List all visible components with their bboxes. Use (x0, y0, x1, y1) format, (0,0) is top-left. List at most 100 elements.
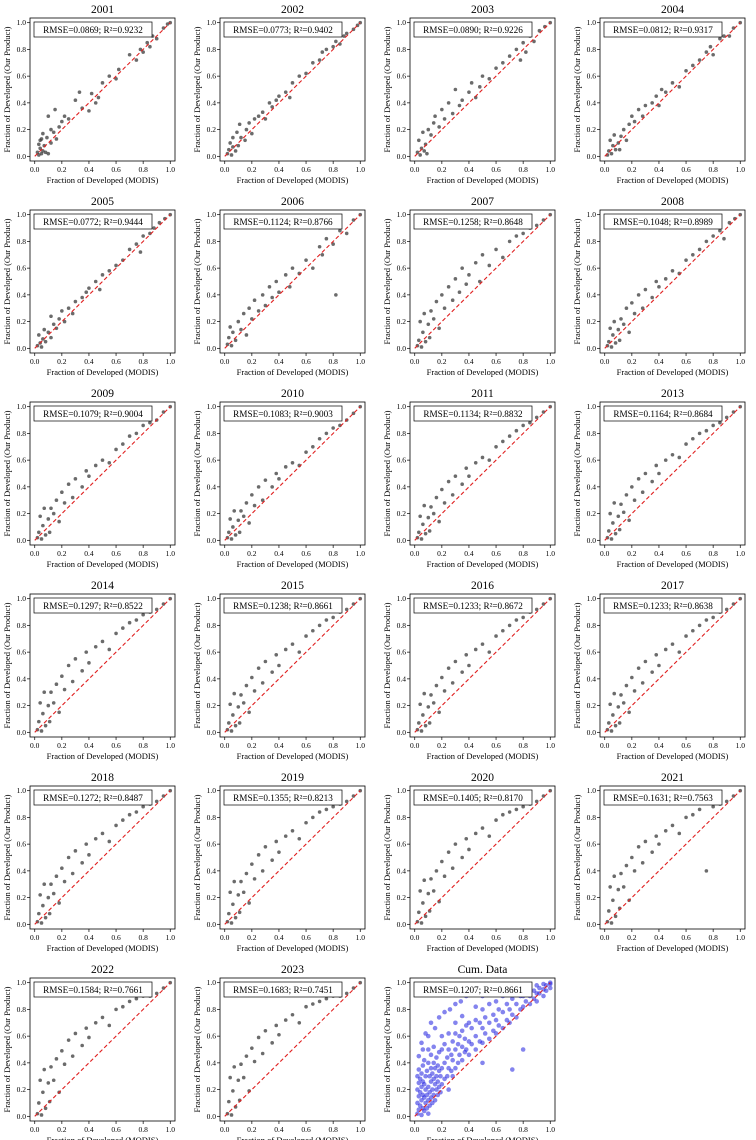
data-point (507, 434, 512, 438)
subplot-2016: 2016 0.00.0 0.2 0.2 0.4 0.4 0.6 0.6 0.8 0.8 1.0 1.0… (382, 580, 556, 761)
data-point (237, 910, 242, 915)
data-point (267, 101, 272, 105)
x-tick-label: 0.6 (491, 1125, 501, 1134)
x-tick-label: 0.0 (30, 741, 40, 750)
data-point (138, 250, 143, 254)
data-point (608, 885, 612, 889)
data-point (141, 50, 145, 54)
data-point (235, 130, 239, 135)
data-point (518, 58, 523, 62)
data-point (297, 650, 302, 654)
data-point (66, 663, 71, 668)
data-point (263, 478, 268, 482)
data-point (482, 1015, 488, 1020)
data-point (654, 653, 659, 657)
y-tick-label: 0.2 (17, 317, 27, 326)
data-point (435, 1063, 441, 1068)
data-point (426, 515, 431, 520)
data-point (304, 634, 308, 638)
data-point (165, 22, 170, 26)
y-tick-label: 0.0 (17, 536, 27, 545)
y-tick-label: 0.6 (207, 456, 217, 465)
data-point (277, 290, 281, 294)
data-point (643, 471, 648, 476)
data-point (154, 799, 159, 804)
x-axis-label: Fraction of Developed (MODIS) (47, 367, 159, 377)
data-point (274, 279, 279, 284)
x-tick-label: 0.4 (84, 165, 94, 174)
data-point (446, 1047, 451, 1052)
y-tick-label: 0.4 (17, 674, 27, 683)
data-point (244, 501, 249, 505)
data-point (422, 691, 427, 696)
data-point (231, 330, 235, 335)
y-tick-label: 0.8 (587, 237, 597, 246)
data-point (496, 1023, 502, 1028)
data-point (42, 690, 47, 695)
y-tick-label: 0.4 (17, 98, 27, 107)
data-point (46, 114, 51, 119)
x-tick-label: 0.8 (328, 741, 338, 750)
data-point (311, 1002, 315, 1006)
data-point (609, 537, 614, 541)
y-tick-label: 0.0 (397, 1112, 407, 1121)
data-point (41, 711, 45, 716)
data-point (521, 423, 525, 428)
x-tick-label: 0.0 (600, 933, 610, 942)
data-point (145, 40, 150, 45)
data-point (711, 423, 715, 428)
x-tick-label: 0.4 (464, 165, 474, 174)
metrics-box (603, 213, 723, 230)
data-point (134, 242, 139, 246)
data-point (317, 58, 322, 62)
subplot-2008: 2008 0.00.0 0.2 0.2 0.4 0.4 0.6 0.6 0.8 0.8 1.0 1.0… (572, 196, 746, 377)
data-point (231, 525, 235, 529)
data-point (514, 618, 519, 622)
data-point (421, 522, 425, 527)
data-point (731, 410, 736, 414)
data-point (228, 141, 232, 145)
subplot-2005: 2005 0.00.0 0.2 0.2 0.4 0.4 0.6 0.6 0.8 0.8 1.0 1.0… (2, 196, 176, 377)
data-point (455, 1060, 461, 1066)
data-point (444, 1073, 450, 1079)
y-axis-label: Fraction of Developed (Our Product) (382, 986, 392, 1112)
data-point (311, 60, 315, 65)
y-tick-label: 0.0 (397, 920, 407, 929)
data-point (440, 487, 444, 492)
data-point (422, 149, 427, 153)
x-tick-label: 0.4 (464, 1125, 474, 1134)
metrics-box (413, 981, 533, 998)
x-tick-label: 0.6 (681, 549, 691, 558)
data-point (427, 335, 432, 340)
data-point (432, 1025, 438, 1031)
subplot-2021: 2021 0.00.0 0.2 0.2 0.4 0.4 0.6 0.6 0.8 0.8 1.0 1.0… (572, 772, 746, 953)
metrics-text: RMSE=0.1272; R²=0.8487 (43, 793, 143, 803)
data-point (114, 263, 118, 268)
data-point (161, 602, 166, 606)
x-tick-label: 0.8 (328, 549, 338, 558)
data-point (417, 910, 421, 915)
x-tick-label: 0.2 (247, 165, 257, 174)
data-point (344, 799, 349, 804)
data-point (134, 996, 139, 1001)
data-point (324, 236, 329, 241)
data-point (229, 921, 234, 925)
data-point (256, 853, 261, 857)
data-point (228, 517, 232, 521)
data-point (432, 1097, 438, 1103)
y-tick-label: 0.6 (207, 72, 217, 81)
subplot-2013: 2013 0.00.0 0.2 0.2 0.4 0.4 0.6 0.6 0.8 0.8 1.0 1.0… (572, 388, 746, 569)
y-tick-label: 0.8 (397, 45, 407, 54)
data-point (344, 991, 349, 996)
y-tick-label: 0.4 (397, 98, 407, 107)
data-point (49, 506, 53, 511)
reference-line (224, 982, 361, 1117)
data-point (77, 90, 82, 94)
metrics-text: RMSE=0.1124; R²=0.8766 (233, 217, 333, 227)
data-point (334, 39, 338, 44)
data-point (607, 339, 611, 344)
data-point (527, 1001, 533, 1007)
data-point (477, 279, 482, 284)
data-point (643, 839, 648, 844)
data-point (252, 503, 257, 508)
